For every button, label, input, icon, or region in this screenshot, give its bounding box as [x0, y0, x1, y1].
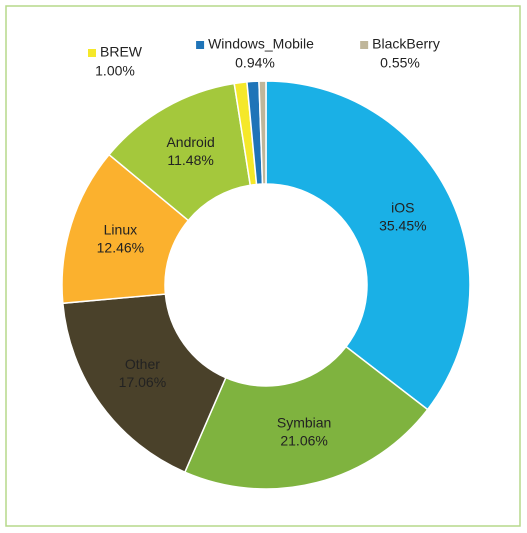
segment-value: 21.06%: [280, 432, 327, 448]
segment-label: Other: [125, 356, 160, 372]
legend-swatch: [88, 49, 96, 57]
donut-segment: [183, 345, 429, 490]
donut-segment: [265, 80, 471, 411]
segment-label: Symbian: [277, 414, 331, 430]
segment-value: 11.48%: [167, 152, 213, 168]
segment-label: iOS: [391, 199, 414, 215]
segment-value: 35.45%: [379, 217, 426, 233]
segment-value: 17.06%: [119, 374, 166, 390]
segment-label: Android: [166, 134, 214, 150]
segment-value: 1.00%: [95, 63, 135, 79]
legend-swatch: [360, 41, 369, 49]
donut-segment: [258, 80, 267, 185]
segment-value: 0.94%: [235, 55, 275, 71]
segment-label: Windows_Mobile: [208, 36, 314, 52]
donut-segment: [62, 293, 227, 474]
segment-label: BREW: [100, 44, 143, 60]
segment-value: 0.55%: [380, 55, 420, 71]
segment-label: Linux: [104, 221, 137, 237]
segment-value: 12.46%: [97, 239, 144, 255]
segment-label: BlackBerry: [372, 36, 440, 52]
legend-swatch: [196, 41, 205, 49]
